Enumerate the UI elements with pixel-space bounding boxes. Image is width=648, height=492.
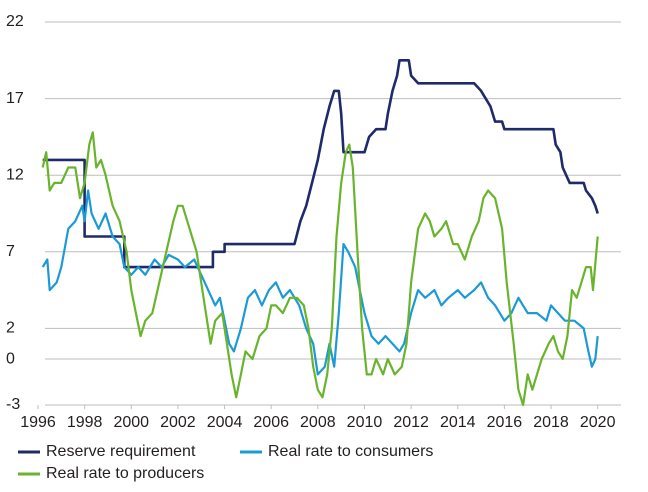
x-tick-label: 2008 <box>300 414 336 431</box>
x-tick-label: 2014 <box>440 414 476 431</box>
x-tick-label: 2016 <box>487 414 523 431</box>
x-tick-label: 1998 <box>67 414 103 431</box>
y-tick-label: 22 <box>6 13 24 30</box>
legend-label: Reserve requirement <box>46 443 196 460</box>
series-line <box>41 131 599 407</box>
legend-label: Real rate to producers <box>46 465 204 482</box>
x-tick-label: 2006 <box>253 414 289 431</box>
y-tick-label: 12 <box>6 166 24 183</box>
y-tick-label: 2 <box>6 320 15 337</box>
y-tick-label: 0 <box>6 350 15 367</box>
legend-label: Real rate to consumers <box>268 443 433 460</box>
y-tick-label: 7 <box>6 243 15 260</box>
x-tick-label: 2020 <box>580 414 616 431</box>
x-tick-label: 2000 <box>113 414 149 431</box>
x-tick-label: 2002 <box>160 414 196 431</box>
x-tick-label: 1996 <box>20 414 56 431</box>
x-tick-label: 2010 <box>347 414 383 431</box>
series-line <box>41 189 599 376</box>
y-tick-label: 17 <box>6 90 24 107</box>
x-tick-label: 2018 <box>533 414 569 431</box>
x-tick-label: 2012 <box>393 414 429 431</box>
series-line <box>42 59 599 269</box>
x-tick-label: 2004 <box>207 414 243 431</box>
y-tick-label: -3 <box>6 396 20 413</box>
